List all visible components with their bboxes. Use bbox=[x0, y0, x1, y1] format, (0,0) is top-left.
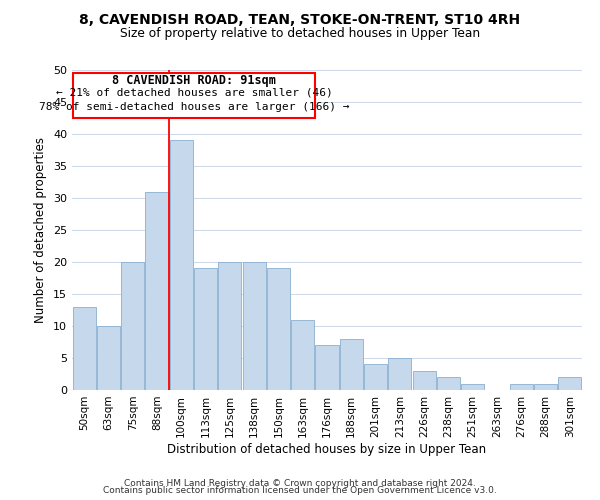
Text: 8, CAVENDISH ROAD, TEAN, STOKE-ON-TRENT, ST10 4RH: 8, CAVENDISH ROAD, TEAN, STOKE-ON-TRENT,… bbox=[79, 12, 521, 26]
Text: 78% of semi-detached houses are larger (166) →: 78% of semi-detached houses are larger (… bbox=[39, 102, 349, 112]
Bar bbox=[437, 377, 460, 390]
Text: Contains HM Land Registry data © Crown copyright and database right 2024.: Contains HM Land Registry data © Crown c… bbox=[124, 478, 476, 488]
Y-axis label: Number of detached properties: Number of detached properties bbox=[34, 137, 47, 323]
Bar bbox=[267, 268, 290, 390]
Bar bbox=[97, 326, 120, 390]
FancyBboxPatch shape bbox=[73, 73, 315, 118]
Bar bbox=[388, 358, 412, 390]
Bar bbox=[170, 140, 193, 390]
Bar bbox=[413, 371, 436, 390]
Bar bbox=[340, 339, 363, 390]
Bar bbox=[364, 364, 387, 390]
Bar bbox=[510, 384, 533, 390]
Text: 8 CAVENDISH ROAD: 91sqm: 8 CAVENDISH ROAD: 91sqm bbox=[112, 74, 276, 88]
Bar bbox=[194, 268, 217, 390]
Bar bbox=[461, 384, 484, 390]
Text: ← 21% of detached houses are smaller (46): ← 21% of detached houses are smaller (46… bbox=[56, 88, 332, 98]
Bar bbox=[242, 262, 266, 390]
Bar bbox=[218, 262, 241, 390]
Bar bbox=[534, 384, 557, 390]
Bar bbox=[73, 307, 95, 390]
X-axis label: Distribution of detached houses by size in Upper Tean: Distribution of detached houses by size … bbox=[167, 442, 487, 456]
Bar bbox=[145, 192, 169, 390]
Bar bbox=[121, 262, 144, 390]
Text: Size of property relative to detached houses in Upper Tean: Size of property relative to detached ho… bbox=[120, 28, 480, 40]
Text: Contains public sector information licensed under the Open Government Licence v3: Contains public sector information licen… bbox=[103, 486, 497, 495]
Bar bbox=[291, 320, 314, 390]
Bar bbox=[316, 345, 338, 390]
Bar bbox=[559, 377, 581, 390]
